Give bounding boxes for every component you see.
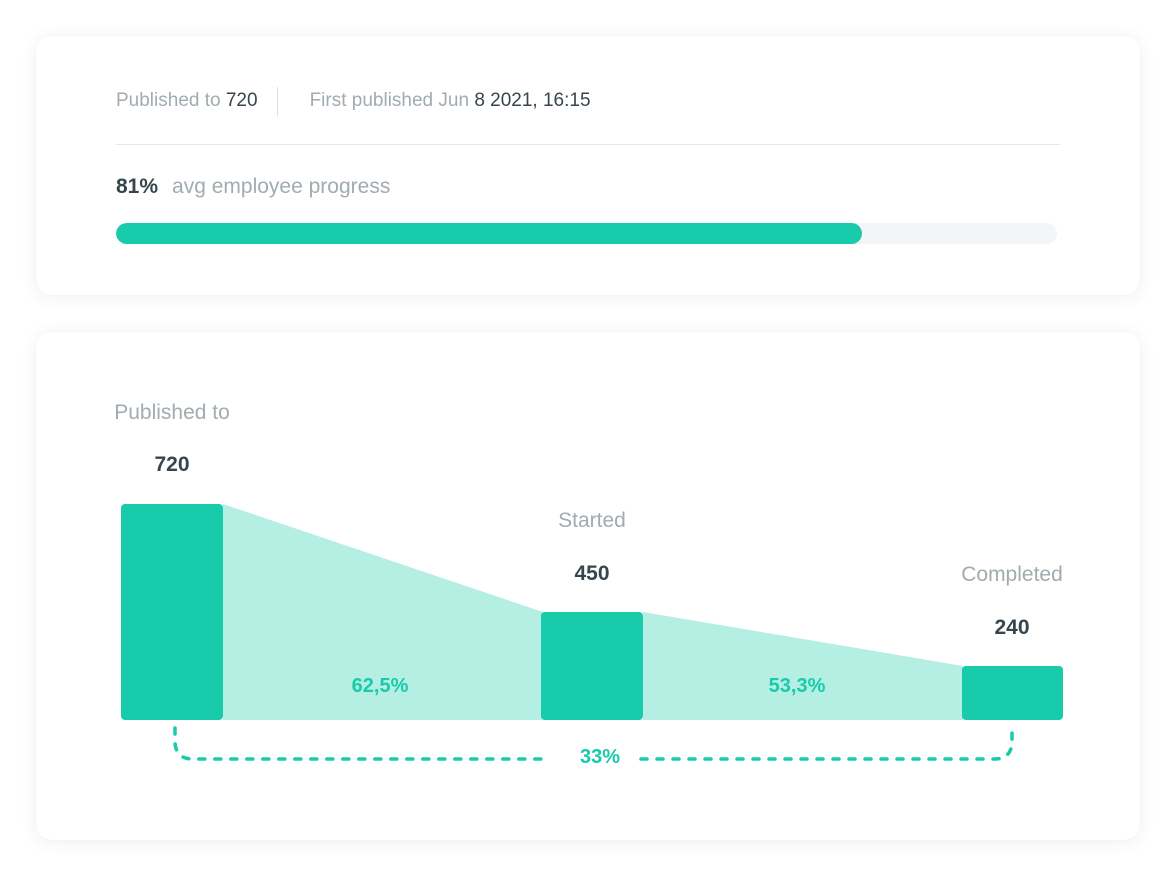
summary-card: Published to 720 First published Jun 8 2… <box>36 36 1140 295</box>
progress-percent: 81% <box>116 175 159 198</box>
stage-value-completed: 240 <box>994 616 1030 639</box>
funnel-area-1 <box>223 504 543 720</box>
stage-value-published: 720 <box>154 453 190 476</box>
funnel-card: Published to 720 Started 450 Completed 2… <box>36 332 1140 840</box>
section-divider <box>116 144 1060 145</box>
funnel-chart <box>121 504 1063 761</box>
first-published-label: First published Jun <box>309 90 470 111</box>
funnel-area-2 <box>643 612 963 720</box>
meta-divider <box>276 86 278 116</box>
first-published-value: 8 2021, 16:15 <box>474 90 591 111</box>
conversion-started-to-completed: 53,3% <box>768 675 826 697</box>
funnel-bar-published <box>121 504 223 720</box>
stage-label-completed: Completed <box>961 563 1063 586</box>
overall-conversion-connector <box>173 726 1014 761</box>
progress-caption: 81% avg employee progress <box>116 175 390 199</box>
funnel-bar-completed <box>962 666 1063 720</box>
overall-conversion: 33% <box>579 746 621 768</box>
stage-label-published: Published to <box>114 401 230 424</box>
funnel-bar-started <box>541 612 643 720</box>
publish-meta-row: Published to 720 First published Jun 8 2… <box>116 86 591 116</box>
progress-bar <box>116 223 1057 244</box>
stage-label-started: Started <box>558 509 626 532</box>
progress-label: avg employee progress <box>172 175 391 198</box>
stage-value-started: 450 <box>574 562 610 585</box>
conversion-published-to-started: 62,5% <box>351 675 409 697</box>
progress-bar-fill <box>116 223 863 244</box>
published-to-label: Published to <box>116 90 221 111</box>
published-to-value: 720 <box>225 90 258 111</box>
